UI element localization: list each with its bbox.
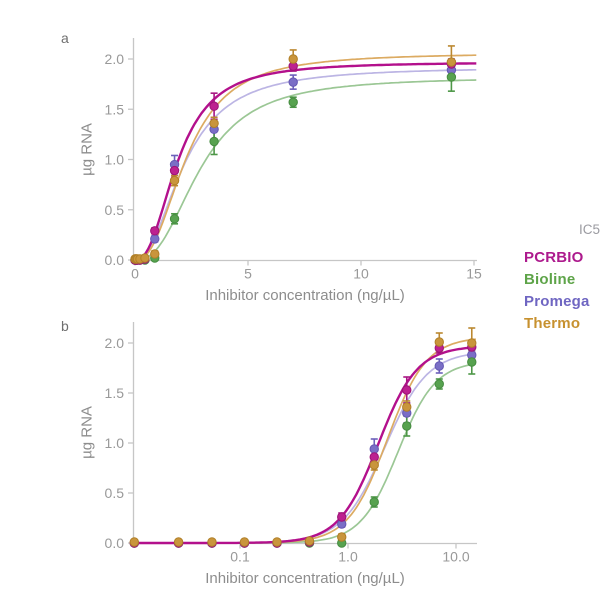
panel-b-point-thermo (239, 537, 250, 547)
panel-b-point-bioline (369, 497, 379, 507)
panel-b-x-tick-label: 10.0 (442, 549, 469, 565)
panel-b-point-pcrbio (337, 512, 347, 522)
panel-a-y-tick-label: 0.0 (105, 252, 125, 268)
panel-a-point-bioline (209, 136, 219, 147)
legend-item-pcrbio: PCRBIO (524, 249, 584, 266)
panel-b-curve-pcrbio (134, 346, 476, 545)
panel-b-y-axis-label: µg RNA (78, 406, 96, 459)
panel-b-point-thermo (129, 537, 139, 547)
panel-a-point-pcrbio (209, 101, 219, 111)
panel-b-curve-bioline (134, 362, 477, 544)
panel-b-letter: b (61, 318, 69, 334)
panel-b-x-axis-label: Inhibitor concentration (ng/µL) (205, 570, 405, 587)
panel-b-point-thermo (304, 536, 315, 546)
panel-a-point-thermo (169, 175, 180, 186)
panel-a-point-pcrbio (150, 226, 160, 236)
panel-a-y-tick-label: 1.5 (105, 101, 125, 117)
panel-a-point-pcrbio (169, 165, 180, 176)
panel-b-point-thermo (369, 460, 379, 470)
panel-b-x-tick-label: 1.0 (338, 549, 358, 565)
panel-b-point-thermo (402, 402, 412, 412)
panel-a-point-bioline (288, 97, 298, 107)
panel-b-y-tick-label: 1.0 (105, 435, 125, 451)
panel-a-y-tick-label: 1.0 (105, 152, 125, 168)
panel-a-letter: a (61, 30, 69, 46)
panel-a-y-tick-label: 0.5 (105, 202, 125, 218)
legend-title: IC5 (579, 222, 600, 237)
legend-item-bioline: Bioline (524, 271, 576, 288)
panel-a-curve-promega (135, 68, 477, 261)
panel-a-point-bioline (446, 72, 457, 82)
panel-a-point-promega (288, 77, 298, 87)
panel-b-point-pcrbio (369, 452, 379, 462)
panel-a-x-axis-label: Inhibitor concentration (ng/µL) (205, 287, 405, 304)
panel-a-point-thermo (150, 249, 160, 259)
panel-a-point-thermo (209, 118, 219, 129)
panel-b-point-thermo (272, 537, 282, 547)
panel-b-y-tick-label: 2.0 (105, 335, 125, 351)
panel-a-x-tick-label: 0 (131, 266, 139, 282)
panel-b-y-tick-label: 0.5 (105, 485, 125, 501)
panel-b-point-thermo (207, 537, 217, 547)
panel-b-point-bioline (467, 357, 477, 367)
panel-a-x-tick-label: 10 (353, 266, 369, 282)
panel-b-x-tick-label: 0.1 (230, 549, 250, 565)
panel-b-point-bioline (434, 379, 444, 389)
panel-b-point-promega (434, 361, 444, 371)
panel-a-point-thermo (140, 253, 150, 263)
panel-b-y-tick-label: 1.5 (105, 385, 125, 401)
panel-a-point-thermo (288, 54, 298, 64)
panel-a-point-bioline (169, 214, 180, 224)
panel-a-point-thermo (446, 57, 457, 67)
legend: PCRBIO Bioline Promega Thermo (524, 247, 590, 335)
panel-b-point-promega (369, 444, 379, 454)
panel-a-y-tick-label: 2.0 (105, 51, 125, 67)
panel-b-point-thermo (434, 337, 444, 347)
panel-b-point-thermo (467, 338, 477, 348)
panel-b-point-pcrbio (402, 385, 412, 395)
legend-item-thermo: Thermo (524, 315, 581, 332)
panel-b-point-thermo (173, 537, 184, 547)
panel-a-curve-pcrbio (135, 62, 477, 262)
panel-a-x-tick-label: 5 (244, 266, 252, 282)
panel-b-curve-promega (134, 352, 477, 544)
panel-b-point-thermo (337, 532, 347, 542)
panel-a-point-promega (150, 234, 160, 244)
panel-a-y-axis-label: µg RNA (78, 123, 96, 176)
panel-b-point-bioline (402, 421, 412, 431)
panel-a-curve-bioline (136, 79, 477, 261)
panel-a-x-tick-label: 15 (466, 266, 482, 282)
panel-b-y-tick-label: 0.0 (105, 535, 125, 551)
panel-a-curve-thermo (135, 54, 477, 261)
legend-item-promega: Promega (524, 293, 590, 310)
panel-b-curve-thermo (134, 338, 476, 544)
